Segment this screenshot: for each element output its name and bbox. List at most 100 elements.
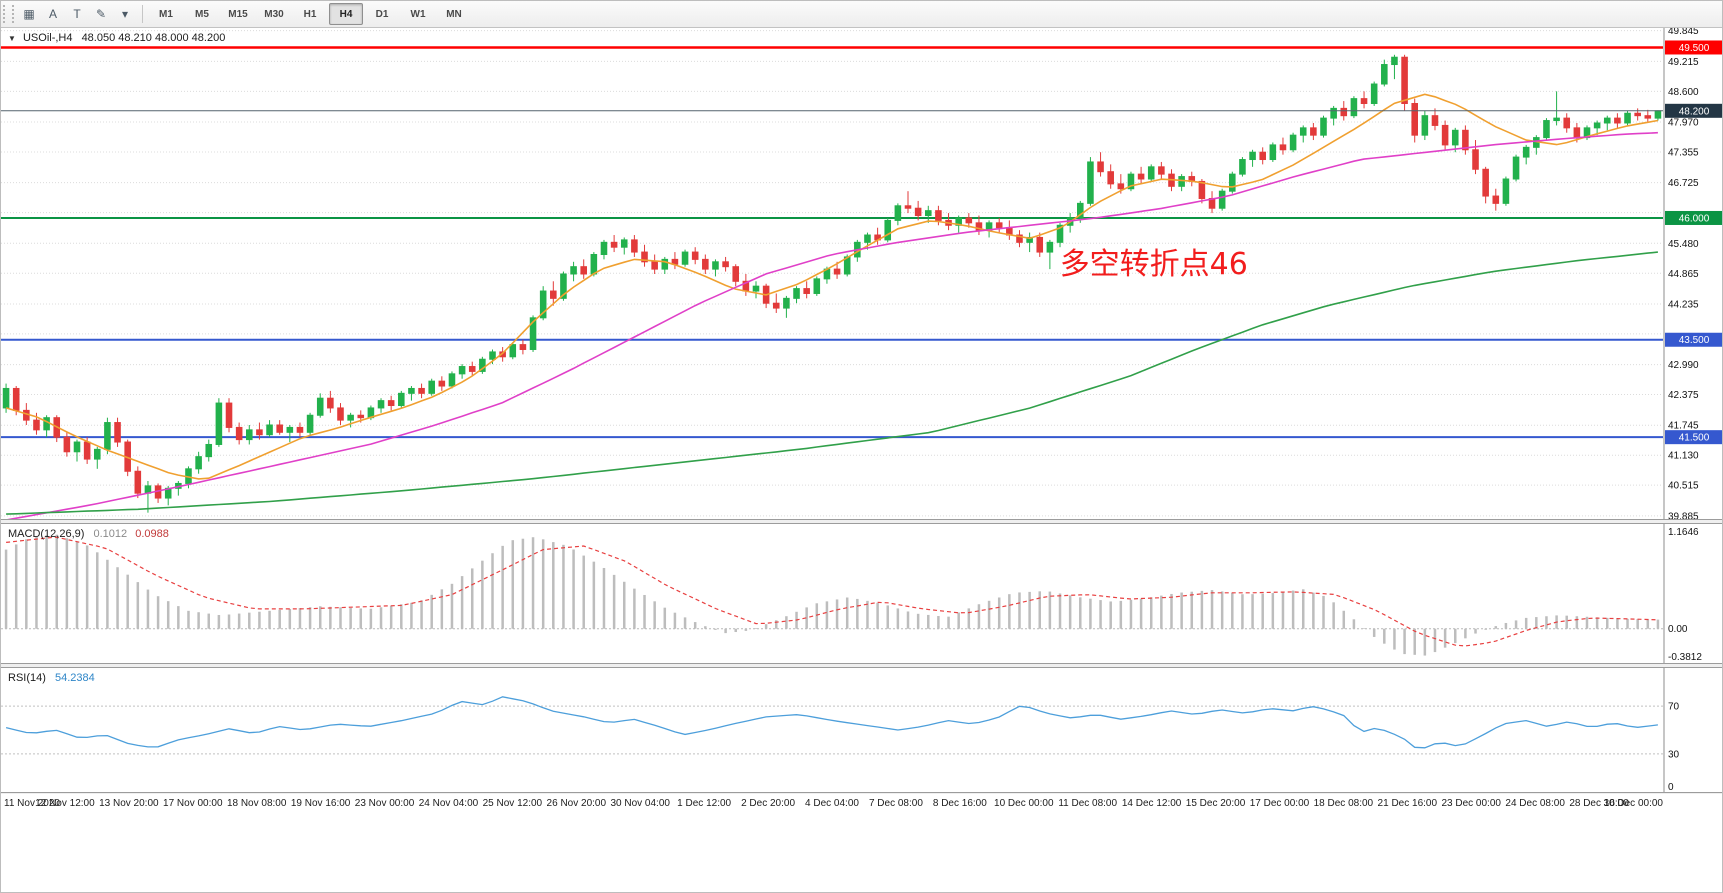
- macd-signal-line: [6, 536, 1658, 647]
- svg-text:0.00: 0.00: [1668, 624, 1688, 635]
- macd-name: MACD(12,26,9): [8, 528, 85, 540]
- window-background: [1, 816, 1722, 892]
- draw-tools-icon[interactable]: ✎: [95, 7, 107, 21]
- svg-text:70: 70: [1668, 702, 1680, 713]
- timeframe-button-m15[interactable]: M15: [228, 8, 248, 20]
- text-label-icon[interactable]: A: [48, 7, 57, 21]
- price-badge-46.000: 46.000: [1665, 210, 1722, 225]
- time-axis-label: 18 Dec 08:00: [1313, 798, 1374, 809]
- svg-text:42.990: 42.990: [1668, 360, 1699, 371]
- price-grid: [1, 30, 1663, 517]
- rsi-axis-labels[interactable]: 70 30 0: [1668, 702, 1680, 792]
- price-badge-49.500: 49.500: [1665, 40, 1722, 55]
- timeframe-button-mn[interactable]: MN: [446, 8, 462, 20]
- time-axis-label: 28 Dec 16:00: [1569, 798, 1629, 809]
- panel-splitter[interactable]: [1, 663, 1722, 668]
- macd-label: MACD(12,26,9) 0.1012 0.0988: [8, 528, 169, 540]
- time-axis-label: 14 Dec 12:00: [1121, 798, 1182, 809]
- timeframe-button-group: M1 M5 M15 M30 H1 H4 D1 W1 MN: [148, 3, 472, 25]
- toolbar-separator: [142, 5, 143, 23]
- ohlc-values: 48.050 48.210 48.000 48.200: [81, 32, 226, 44]
- svg-text:44.865: 44.865: [1668, 269, 1699, 280]
- svg-text:43.500: 43.500: [1679, 335, 1710, 346]
- toolbar: ▦ A T ✎ ▾ M1 M5 M15 M30 H1 H4 D1 W1 MN: [1, 1, 1722, 28]
- macd-canvas[interactable]: 1.1646 0.00 -0.3812: [1, 524, 1723, 663]
- rsi-line: [5, 696, 1658, 749]
- price-axis-labels[interactable]: 49.845 49.215 48.600 47.970 47.355 46.725 45.4…: [1668, 28, 1699, 519]
- price-badge-43.500: 43.500: [1665, 332, 1722, 347]
- toolbar-grip[interactable]: [3, 5, 14, 23]
- toolbar-icon-group: ▦ A T ✎ ▾: [17, 3, 137, 25]
- svg-text:46.000: 46.000: [1679, 213, 1710, 224]
- svg-text:1.1646: 1.1646: [1668, 527, 1699, 538]
- timeframe-button-d1[interactable]: D1: [375, 8, 389, 20]
- timeframe-button-w1[interactable]: W1: [410, 8, 426, 20]
- svg-text:42.375: 42.375: [1668, 390, 1699, 401]
- svg-text:47.970: 47.970: [1668, 118, 1699, 129]
- time-axis[interactable]: 11 Nov 2020 12 Nov 12:00 13 Nov 20:00 17 No…: [1, 794, 1722, 816]
- horizontal-line-objects: [1, 46, 1663, 439]
- svg-text:41.130: 41.130: [1668, 451, 1699, 462]
- candles-series: [2, 54, 1662, 513]
- rsi-panel: 70 30 0 RSI(14) 54.2384: [1, 668, 1723, 792]
- time-axis-label: 7 Dec 08:00: [868, 798, 923, 809]
- time-axis-label: 25 Nov 12:00: [482, 798, 543, 809]
- rsi-canvas[interactable]: 70 30 0: [1, 668, 1723, 792]
- time-axis-label: 15 Dec 20:00: [1185, 798, 1246, 809]
- svg-text:41.500: 41.500: [1679, 433, 1710, 444]
- time-axis-label: 26 Nov 20:00: [546, 798, 607, 809]
- timeframe-button-m5[interactable]: M5: [195, 8, 209, 20]
- ma-mid-line: [7, 131, 1658, 519]
- price-chart-panel: 49.845 49.215 48.600 47.970 47.355 46.725 45.4…: [1, 28, 1723, 519]
- time-axis-label: 8 Dec 16:00: [932, 798, 987, 809]
- svg-text:30: 30: [1668, 749, 1680, 760]
- chart-text-annotation[interactable]: 多空转折点46: [1060, 247, 1248, 282]
- time-axis-label: 23 Nov 00:00: [354, 798, 415, 809]
- timeframe-button-h4[interactable]: H4: [329, 3, 363, 25]
- time-axis-label: 17 Dec 00:00: [1249, 798, 1310, 809]
- macd-panel: 1.1646 0.00 -0.3812 MACD(12,26,9) 0.1012 0…: [1, 524, 1723, 663]
- time-axis-label: 30 Dec 00:00: [1603, 798, 1664, 809]
- svg-text:45.480: 45.480: [1668, 239, 1699, 250]
- svg-text:0: 0: [1668, 782, 1674, 792]
- svg-text:48.600: 48.600: [1668, 87, 1699, 98]
- time-axis-label: 11 Dec 08:00: [1058, 798, 1118, 809]
- collapse-arrow-icon[interactable]: ▼: [8, 34, 16, 43]
- svg-text:49.215: 49.215: [1668, 57, 1699, 68]
- svg-text:49.500: 49.500: [1679, 43, 1710, 54]
- ma-slow-line: [6, 251, 1658, 515]
- time-axis-label: 18 Nov 08:00: [226, 798, 287, 809]
- macd-axis-labels[interactable]: 1.1646 0.00 -0.3812: [1668, 527, 1702, 663]
- timeframe-button-m30[interactable]: M30: [264, 8, 284, 20]
- text-box-icon[interactable]: T: [73, 7, 81, 21]
- panel-splitter[interactable]: [1, 519, 1722, 524]
- time-axis-label: 30 Nov 04:00: [610, 798, 670, 809]
- dropdown-caret-icon[interactable]: ▾: [121, 7, 129, 21]
- time-axis-label: 2 Dec 20:00: [741, 798, 796, 809]
- rsi-value: 54.2384: [54, 672, 95, 684]
- macd-histogram: [4, 534, 1660, 656]
- timeframe-button-h1[interactable]: H1: [303, 8, 317, 20]
- price-chart-canvas[interactable]: 49.845 49.215 48.600 47.970 47.355 46.725 45.4…: [1, 28, 1723, 519]
- time-axis-label: 1 Dec 12:00: [677, 798, 732, 809]
- panel-splitter[interactable]: [1, 792, 1722, 794]
- time-axis-label: 24 Nov 04:00: [418, 798, 479, 809]
- time-axis-label: 10 Dec 00:00: [994, 798, 1054, 809]
- svg-text:49.845: 49.845: [1668, 28, 1699, 37]
- svg-text:-0.3812: -0.3812: [1668, 652, 1702, 663]
- macd-value-signal: 0.0988: [135, 528, 169, 540]
- svg-text:44.235: 44.235: [1668, 299, 1699, 310]
- rsi-label: RSI(14) 54.2384: [8, 672, 95, 684]
- time-axis-label: 23 Dec 00:00: [1441, 798, 1501, 809]
- svg-text:39.885: 39.885: [1668, 511, 1699, 519]
- time-axis-label: 19 Nov 16:00: [290, 798, 351, 809]
- timeframe-button-m1[interactable]: M1: [159, 8, 173, 20]
- rsi-name: RSI(14): [8, 672, 46, 684]
- macd-value-main: 0.1012: [93, 528, 128, 540]
- svg-text:47.355: 47.355: [1668, 147, 1699, 158]
- chart-grid-icon[interactable]: ▦: [23, 7, 35, 21]
- price-badge-48.200: 48.200: [1665, 103, 1722, 118]
- time-axis-label: 17 Nov 00:00: [163, 798, 223, 809]
- time-axis-label: 11 Nov 2020: [4, 798, 60, 809]
